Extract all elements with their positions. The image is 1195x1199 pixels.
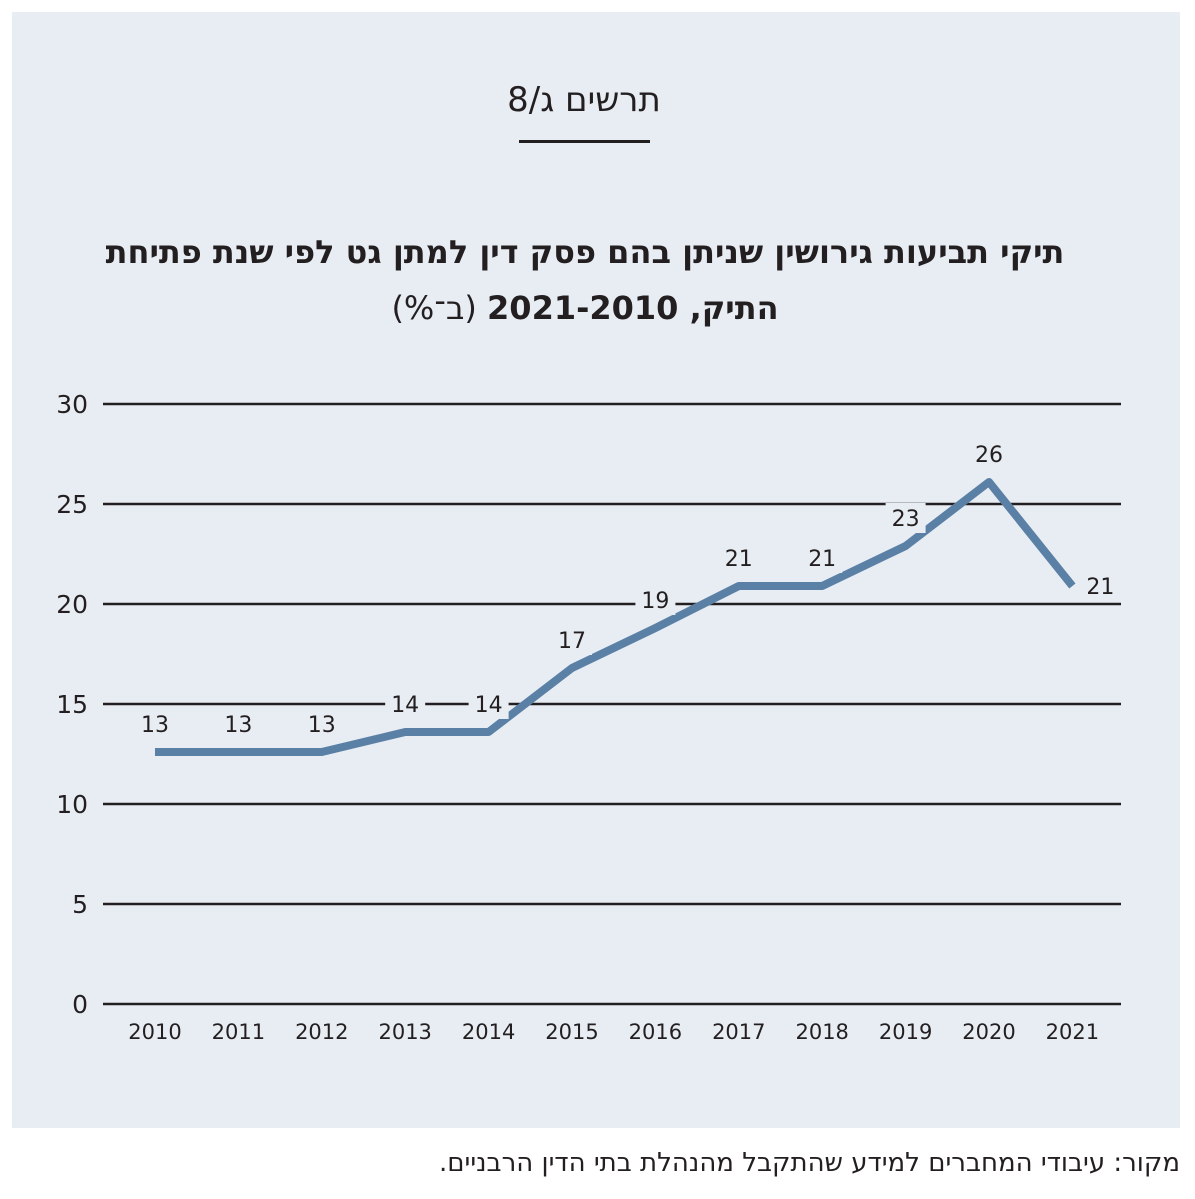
data-label: 21 [808, 547, 836, 572]
source-note: מקור: עיבודי המחברים למידע שהתקבל מהנהלת… [439, 1148, 1180, 1178]
data-label-bg [218, 709, 259, 739]
data-label-bg [135, 709, 175, 739]
x-tick-label: 2017 [712, 1020, 765, 1044]
x-tick-label: 2012 [295, 1020, 348, 1044]
data-label-bg [468, 689, 509, 719]
y-axis-ticks: 0 5 10 15 20 25 30 [56, 390, 88, 1019]
x-tick-label: 2011 [212, 1020, 265, 1044]
data-label: 26 [975, 443, 1003, 468]
chart-title-line1: תיקי תביעות גירושין שניתן בהם פסק דין למ… [105, 233, 1065, 271]
data-label-bg [969, 439, 1009, 469]
y-tick-label: 15 [56, 690, 88, 719]
chart-title-unit: (ב־%) [391, 289, 477, 327]
data-labels: 13 13 13 14 14 17 19 21 21 23 26 21 [135, 439, 1124, 739]
x-tick-label: 2018 [795, 1020, 848, 1044]
data-label: 14 [475, 693, 503, 718]
y-tick-label: 30 [56, 390, 88, 419]
data-label-bg [802, 543, 843, 573]
y-tick-label: 10 [56, 790, 88, 819]
y-tick-label: 0 [72, 990, 88, 1019]
title-divider [519, 140, 650, 143]
chart-title-line2: התיק, 2021-2010 [487, 289, 779, 327]
data-label: 23 [892, 507, 920, 532]
data-label-bg [385, 689, 426, 719]
data-label-bg [885, 503, 926, 533]
y-tick-label: 25 [56, 490, 88, 519]
data-label: 13 [141, 713, 169, 738]
data-label: 21 [1086, 575, 1114, 600]
data-label: 19 [641, 589, 669, 614]
data-label: 13 [308, 713, 336, 738]
chart-panel [12, 12, 1180, 1128]
data-label: 17 [558, 629, 586, 654]
data-label-bg [1083, 571, 1124, 601]
data-label: 13 [224, 713, 252, 738]
x-axis-ticks: 2010 2011 2012 2013 2014 2015 2016 2017 2018 2019… [128, 1020, 1099, 1044]
x-tick-label: 2013 [378, 1020, 431, 1044]
data-label-bg [301, 709, 342, 739]
x-tick-label: 2019 [879, 1020, 932, 1044]
x-tick-label: 2010 [128, 1020, 181, 1044]
x-tick-label: 2015 [545, 1020, 598, 1044]
x-tick-label: 2014 [462, 1020, 515, 1044]
figure-label: תרשים ג/8 [507, 80, 661, 120]
data-label-bg [552, 625, 592, 655]
data-label-bg [718, 543, 759, 573]
y-tick-label: 20 [56, 590, 88, 619]
x-tick-label: 2021 [1046, 1020, 1099, 1044]
data-label: 21 [725, 547, 753, 572]
chart-grid [103, 402, 1121, 1006]
y-tick-label: 5 [72, 890, 88, 919]
x-tick-label: 2016 [629, 1020, 682, 1044]
data-label-bg [635, 585, 676, 615]
chart-title: תיקי תביעות גירושין שניתן בהם פסק דין למ… [30, 224, 1140, 336]
series-line [155, 478, 1076, 756]
x-tick-label: 2020 [962, 1020, 1015, 1044]
data-label: 14 [391, 693, 419, 718]
